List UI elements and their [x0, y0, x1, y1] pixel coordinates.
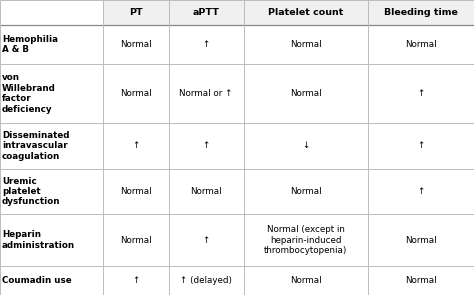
Text: PT: PT	[129, 8, 143, 17]
Text: Normal: Normal	[290, 276, 321, 285]
Text: ↑: ↑	[417, 141, 425, 150]
Bar	[368, 64, 474, 123]
Bar	[0, 123, 103, 169]
Text: Heparin
administration: Heparin administration	[2, 230, 75, 250]
Bar	[169, 0, 244, 25]
Text: ↑: ↑	[132, 276, 140, 285]
Bar	[0, 0, 103, 25]
Bar	[0, 169, 103, 214]
Bar	[103, 25, 169, 64]
Text: ↑: ↑	[202, 141, 210, 150]
Text: aPTT: aPTT	[193, 8, 219, 17]
Text: Coumadin use: Coumadin use	[2, 276, 72, 285]
Bar	[103, 0, 169, 25]
Text: ↓: ↓	[302, 141, 310, 150]
Bar	[368, 0, 474, 25]
Bar	[0, 266, 103, 295]
Bar	[244, 123, 368, 169]
Bar	[0, 214, 103, 266]
Bar	[368, 25, 474, 64]
Text: Disseminated
intravascular
coagulation: Disseminated intravascular coagulation	[2, 131, 69, 161]
Text: Bleeding time: Bleeding time	[384, 8, 458, 17]
Bar	[368, 266, 474, 295]
Text: Normal: Normal	[120, 236, 152, 245]
Bar	[0, 64, 103, 123]
Text: Normal: Normal	[290, 89, 321, 98]
Bar	[169, 123, 244, 169]
Text: Normal: Normal	[120, 187, 152, 196]
Bar	[244, 25, 368, 64]
Text: Normal: Normal	[405, 276, 437, 285]
Text: ↑: ↑	[202, 236, 210, 245]
Text: ↑: ↑	[417, 89, 425, 98]
Text: Normal (except in
heparin-induced
thrombocytopenia): Normal (except in heparin-induced thromb…	[264, 225, 347, 255]
Bar	[244, 0, 368, 25]
Text: Normal: Normal	[120, 89, 152, 98]
Text: von
Willebrand
factor
deficiency: von Willebrand factor deficiency	[2, 73, 56, 114]
Text: Uremic
platelet
dysfunction: Uremic platelet dysfunction	[2, 177, 60, 206]
Text: Normal: Normal	[290, 187, 321, 196]
Text: Hemophilia
A & B: Hemophilia A & B	[2, 35, 58, 54]
Bar	[244, 64, 368, 123]
Text: Normal: Normal	[405, 40, 437, 49]
Bar	[244, 214, 368, 266]
Bar	[368, 123, 474, 169]
Bar	[103, 214, 169, 266]
Bar	[169, 25, 244, 64]
Bar	[368, 214, 474, 266]
Text: Normal: Normal	[290, 40, 321, 49]
Text: ↑: ↑	[132, 141, 140, 150]
Bar	[244, 266, 368, 295]
Text: ↑ (delayed): ↑ (delayed)	[180, 276, 232, 285]
Bar	[103, 123, 169, 169]
Bar	[103, 266, 169, 295]
Bar	[169, 64, 244, 123]
Bar	[169, 214, 244, 266]
Bar	[103, 169, 169, 214]
Text: ↑: ↑	[202, 40, 210, 49]
Bar	[169, 266, 244, 295]
Text: Normal: Normal	[191, 187, 222, 196]
Text: Platelet count: Platelet count	[268, 8, 344, 17]
Text: Normal or ↑: Normal or ↑	[180, 89, 233, 98]
Bar	[244, 169, 368, 214]
Bar	[368, 169, 474, 214]
Text: ↑: ↑	[417, 187, 425, 196]
Text: Normal: Normal	[405, 236, 437, 245]
Bar	[0, 25, 103, 64]
Bar	[103, 64, 169, 123]
Text: Normal: Normal	[120, 40, 152, 49]
Bar	[169, 169, 244, 214]
